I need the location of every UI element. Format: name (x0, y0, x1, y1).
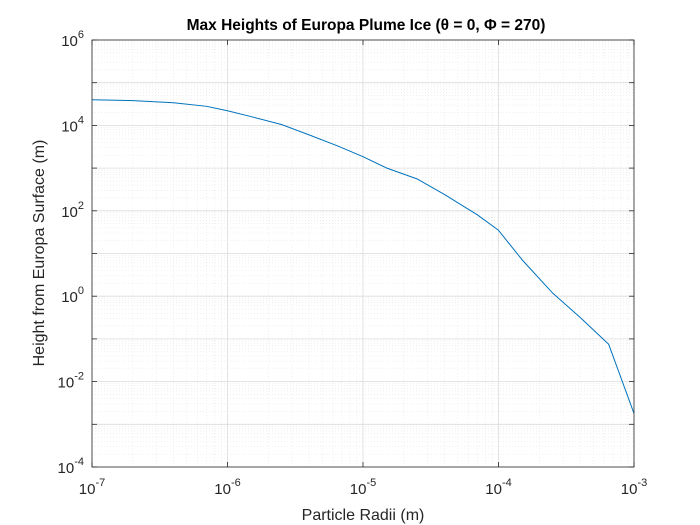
y-axis-label: Height from Europa Surface (m) (31, 140, 48, 367)
y-tick-labels: 10-4 10-2 100 102 104 106 (58, 29, 84, 477)
chart-title: Max Heights of Europa Plume Ice (θ = 0, … (187, 17, 546, 34)
axes-box (91, 39, 635, 468)
x-tick-label: 10-7 (79, 477, 105, 498)
y-tick-label: 102 (61, 200, 84, 221)
x-axis-label: Particle Radii (m) (302, 507, 425, 524)
series-group (91, 99, 635, 414)
y-tick-label: 100 (61, 285, 84, 306)
y-tick-label: 106 (61, 29, 84, 50)
series-line-1 (91, 99, 635, 414)
x-tick-label: 10-4 (485, 477, 511, 498)
y-tick-label: 10-4 (58, 456, 84, 477)
x-tick-label: 10-5 (350, 477, 376, 498)
x-tick-label: 10-3 (621, 477, 647, 498)
x-tick-labels: 10-7 10-6 10-5 10-4 10-3 (79, 477, 647, 498)
x-tick-label: 10-6 (214, 477, 240, 498)
y-tick-label: 104 (61, 114, 84, 135)
y-tick-label: 10-2 (58, 371, 84, 392)
